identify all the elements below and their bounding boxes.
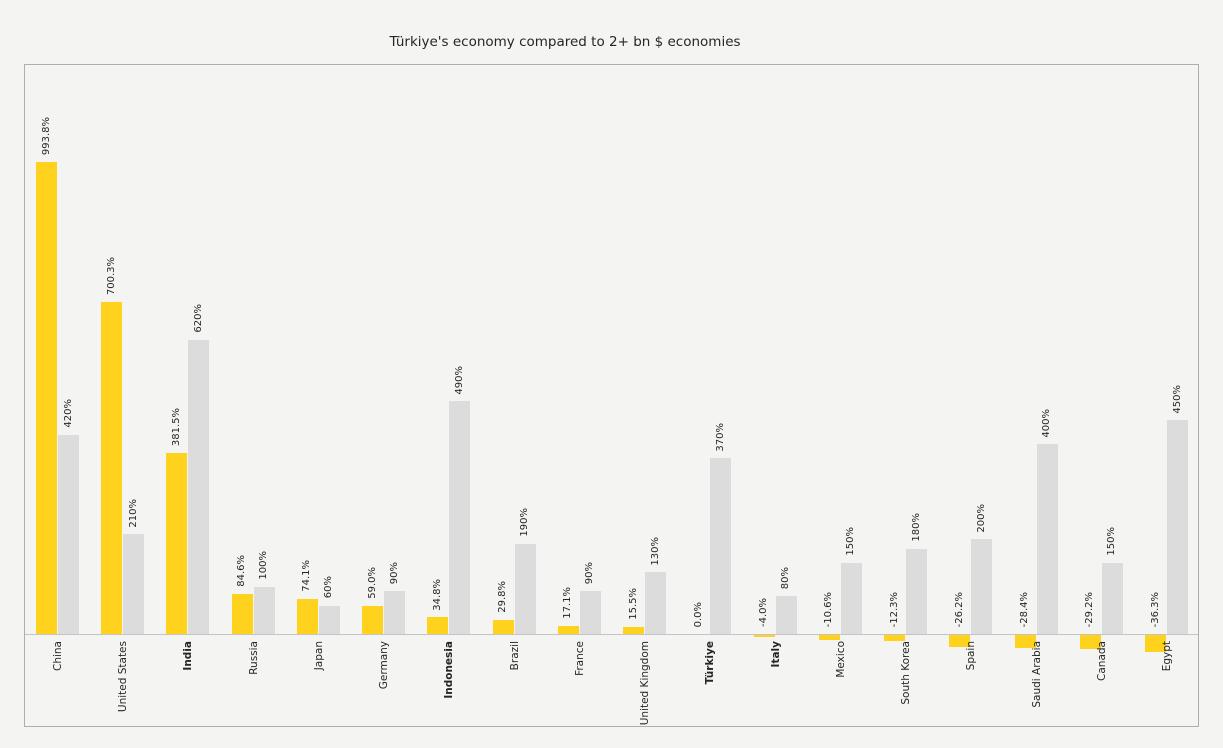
bar-value-label: -36.3% (1149, 591, 1161, 627)
bar-value-label: 700.3% (105, 256, 117, 295)
category-label-china: China (52, 641, 64, 671)
bar-value-label: 0.0% (692, 601, 704, 627)
chart-plot-area: 993.8% 420% China 700.3% 210% United States 38… (24, 64, 1199, 727)
bar-value-label: -28.4% (1019, 591, 1031, 627)
bar-value-label: 84.6% (236, 555, 248, 587)
bar-value-label: 74.1% (301, 560, 313, 592)
bar-gray-bars-saudi-arabia (1036, 444, 1058, 634)
bar-value-label: 620% (192, 304, 204, 333)
bar-gray-bars-t-rkiye (710, 458, 732, 634)
bar-value-label: 34.8% (431, 578, 443, 611)
bar-gray-bars-mexico (840, 562, 862, 634)
bar-yellow-bars-france (557, 625, 579, 634)
bar-value-label: 210% (127, 498, 139, 528)
bar-gray-bars-india (188, 339, 210, 634)
bar-value-label: 450% (1171, 384, 1183, 414)
bar-value-label: 80% (780, 566, 792, 590)
bar-value-label: 17.1% (562, 587, 574, 619)
bar-gray-bars-italy (775, 596, 797, 634)
bar-gray-bars-russia (253, 586, 275, 634)
bar-value-label: 59.0% (366, 567, 378, 600)
bar-value-label: 60% (323, 576, 335, 599)
category-label-t-rkiye: Türkiye (704, 641, 717, 685)
bar-gray-bars-japan (318, 605, 340, 634)
bar-gray-bars-china (58, 434, 79, 634)
bar-gray-bars-brazil (514, 543, 536, 634)
bar-value-label: 90% (584, 562, 596, 585)
bar-value-label: 400% (1041, 408, 1053, 438)
bar-value-label: -29.2% (1084, 591, 1096, 627)
category-label-united-kingdom: United Kingdom (639, 641, 652, 726)
category-label-germany: Germany (378, 641, 391, 690)
bar-value-label: 15.5% (627, 587, 639, 620)
bar-value-label: -4.0% (758, 597, 770, 627)
bar-gray-bars-france (579, 591, 601, 634)
bar-gray-bars-united-kingdom (645, 572, 667, 634)
category-label-indonesia: Indonesia (443, 641, 456, 699)
bar-yellow-bars-canada (1079, 635, 1101, 649)
bar-gray-bars-united-states (123, 534, 145, 634)
bar-value-label: 490% (453, 365, 465, 395)
bar-yellow-bars-egypt (1145, 635, 1167, 653)
bar-yellow-bars-mexico (818, 635, 840, 641)
bar-value-label: 150% (845, 527, 857, 556)
bar-value-label: 100% (258, 550, 270, 580)
category-label-india: India (182, 641, 195, 671)
bar-gray-bars-canada (1101, 562, 1123, 634)
bar-value-label: 190% (519, 508, 531, 537)
bar-value-label: 130% (649, 536, 661, 566)
category-label-spain: Spain (965, 641, 978, 671)
category-label-saudi-arabia: Saudi Arabia (1030, 641, 1043, 708)
bar-value-label: 381.5% (170, 407, 182, 446)
category-label-egypt: Egypt (1161, 641, 1174, 672)
bar-yellow-bars-indonesia (427, 617, 449, 634)
bar-yellow-bars-united-kingdom (623, 626, 645, 634)
bar-value-label: -12.3% (888, 591, 900, 627)
bar-gray-bars-germany (384, 591, 406, 634)
bar-yellow-bars-brazil (492, 619, 514, 634)
bar-yellow-bars-saudi-arabia (1014, 635, 1036, 649)
category-label-japan: Japan (312, 641, 325, 671)
category-label-russia: Russia (247, 641, 260, 675)
bar-yellow-bars-germany (362, 606, 384, 634)
bar-yellow-bars-china (36, 162, 57, 634)
bar-yellow-bars-united-states (101, 301, 123, 634)
bar-value-label: 420% (62, 399, 74, 428)
bar-value-label: 200% (975, 503, 987, 533)
bar-gray-bars-indonesia (449, 401, 471, 634)
category-label-south-korea: South Korea (900, 641, 913, 705)
bar-value-label: -26.2% (953, 591, 965, 627)
bar-value-label: -10.6% (823, 591, 835, 627)
bar-yellow-bars-spain (949, 635, 971, 648)
bar-gray-bars-spain (971, 539, 993, 634)
zero-baseline (25, 634, 1198, 635)
chart-title: Türkiye's economy compared to 2+ bn $ ec… (389, 34, 741, 50)
bar-gray-bars-south-korea (906, 548, 928, 634)
bar-value-label: 150% (1106, 527, 1118, 556)
bar-yellow-bars-russia (231, 593, 253, 634)
bar-yellow-bars-italy (753, 635, 775, 637)
bar-yellow-bars-india (166, 452, 188, 634)
bar-gray-bars-egypt (1167, 420, 1189, 634)
bar-value-label: 993.8% (40, 117, 52, 156)
category-label-italy: Italy (769, 641, 782, 668)
category-label-mexico: Mexico (834, 641, 847, 678)
category-label-united-states: United States (117, 641, 130, 713)
bar-value-label: 370% (714, 422, 726, 452)
bar-yellow-bars-south-korea (884, 635, 906, 641)
bar-value-label: 180% (910, 513, 922, 542)
category-label-canada: Canada (1095, 641, 1108, 681)
category-label-france: France (573, 641, 586, 676)
bar-value-label: 90% (388, 562, 400, 585)
category-label-brazil: Brazil (508, 641, 521, 671)
bar-value-label: 29.8% (497, 581, 509, 613)
bar-yellow-bars-japan (296, 598, 318, 634)
